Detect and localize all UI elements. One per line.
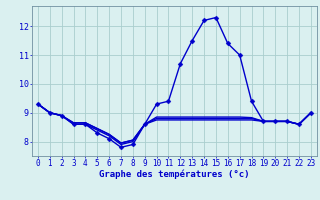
X-axis label: Graphe des températures (°c): Graphe des températures (°c) — [99, 170, 250, 179]
